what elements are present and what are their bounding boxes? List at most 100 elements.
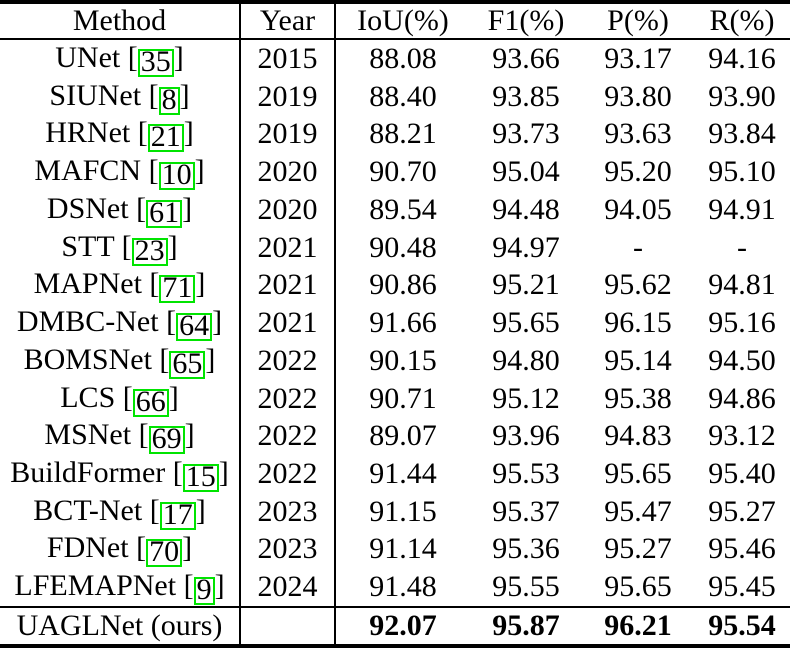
r-cell: 94.16	[708, 41, 776, 75]
iou-cell: 90.70	[369, 155, 437, 189]
p-cell: 95.14	[604, 343, 672, 377]
f1-cell: 95.36	[492, 532, 560, 566]
r-cell: 94.81	[708, 268, 776, 302]
iou-cell: 91.66	[369, 306, 437, 340]
citation-link[interactable]: 23	[131, 235, 168, 266]
table-row: STT [23] 2021 90.48 94.97 - -	[0, 228, 790, 267]
f1-cell: 93.96	[492, 419, 560, 453]
iou-cell: 89.07	[369, 419, 437, 453]
year-cell: 2015	[239, 39, 336, 78]
iou-cell: 91.44	[369, 456, 437, 490]
citation-link[interactable]: 8	[158, 84, 180, 115]
r-cell: 94.50	[708, 343, 776, 377]
f1-cell: 95.21	[492, 268, 560, 302]
p-cell: 93.80	[604, 79, 672, 113]
citation-link[interactable]: 66	[132, 386, 169, 417]
table-row: LFEMAPNet [9] 2024 91.48 95.55 95.65 95.…	[0, 568, 790, 608]
year-cell: 2022	[239, 455, 336, 493]
method-label-close: ]	[183, 116, 194, 150]
iou-cell: 88.08	[369, 41, 437, 75]
table-row: MAPNet [71] 2021 90.86 95.21 95.62 94.81	[0, 266, 790, 305]
method-cell: FDNet [70]	[0, 531, 240, 569]
r-cell: 95.16	[708, 306, 776, 340]
iou-cell: 92.07	[335, 606, 470, 646]
method-cell: UAGLNet (ours)	[0, 606, 240, 646]
citation-link[interactable]: 17	[159, 499, 196, 530]
citation-link[interactable]: 71	[159, 273, 196, 304]
citation-link[interactable]: 65	[169, 348, 206, 379]
iou-cell: 90.86	[369, 268, 437, 302]
year-cell: 2019	[239, 77, 336, 116]
col-header-p: P(%)	[582, 2, 694, 40]
p-cell: 94.83	[604, 419, 672, 453]
f1-cell: 94.97	[492, 230, 560, 264]
method-label-close: ]	[173, 40, 184, 74]
method-label-close: ]	[182, 531, 193, 565]
citation-link[interactable]: 10	[158, 160, 195, 191]
year-cell: 2024	[239, 568, 336, 608]
p-cell: 96.21	[582, 606, 694, 646]
year-cell: 2020	[239, 153, 336, 191]
iou-cell: 90.15	[369, 343, 437, 377]
year-cell: 2022	[239, 341, 336, 380]
year-cell: 2021	[239, 228, 336, 267]
method-cell: BOMSNet [65]	[0, 342, 240, 380]
p-cell: 95.62	[604, 268, 672, 302]
citation-link[interactable]: 69	[148, 424, 185, 455]
iou-cell: 91.48	[369, 570, 437, 604]
method-label: SIUNet [	[49, 78, 159, 112]
citation-link[interactable]: 61	[146, 197, 183, 228]
f1-cell: 93.73	[492, 117, 560, 151]
method-cell: MAFCN [10]	[0, 153, 240, 191]
method-label: UNet [	[55, 40, 138, 74]
p-cell: 93.17	[604, 41, 672, 75]
citation-link[interactable]: 70	[146, 537, 183, 568]
method-cell: DMBC-Net [64]	[0, 304, 240, 342]
table-row: SIUNet [8] 2019 88.40 93.85 93.80 93.90	[0, 77, 790, 116]
iou-cell: 91.14	[369, 532, 437, 566]
r-cell: -	[737, 230, 747, 264]
method-label: LCS [	[60, 380, 133, 414]
citation-link[interactable]: 15	[182, 461, 219, 492]
col-header-method: Method	[0, 2, 240, 40]
table-row: MAFCN [10] 2020 90.70 95.04 95.20 95.10	[0, 153, 790, 191]
col-header-year: Year	[239, 2, 336, 40]
citation-link[interactable]: 9	[193, 575, 215, 606]
f1-cell: 95.12	[492, 381, 560, 415]
f1-cell: 95.04	[492, 155, 560, 189]
f1-cell: 95.55	[492, 570, 560, 604]
citation-link[interactable]: 35	[137, 46, 174, 77]
method-label-close: ]	[195, 267, 206, 301]
method-cell: LFEMAPNet [9]	[0, 568, 240, 607]
r-cell: 95.10	[708, 155, 776, 189]
method-cell: STT [23]	[0, 229, 240, 267]
method-label-close: ]	[195, 493, 206, 527]
method-label: DMBC-Net [	[16, 305, 177, 339]
method-label: BuildFormer [	[10, 455, 183, 489]
method-label-close: ]	[167, 229, 178, 263]
p-cell: 94.05	[604, 192, 672, 226]
p-cell: 95.65	[604, 456, 672, 490]
method-label: FDNet [	[46, 531, 147, 565]
year-cell: 2021	[239, 304, 336, 342]
f1-cell: 95.87	[470, 606, 582, 646]
iou-cell: 91.15	[369, 494, 437, 528]
p-cell: -	[633, 230, 643, 264]
r-cell: 95.46	[708, 532, 776, 566]
method-cell: BuildFormer [15]	[0, 455, 240, 493]
method-cell: HRNet [21]	[0, 116, 240, 154]
citation-link[interactable]: 21	[147, 122, 184, 153]
method-label: BOMSNet [	[23, 342, 170, 376]
citation-link[interactable]: 64	[176, 311, 213, 342]
method-cell: MAPNet [71]	[0, 266, 240, 304]
table-row: LCS [66] 2022 90.71 95.12 95.38 94.86	[0, 379, 790, 418]
method-label: DSNet [	[46, 191, 147, 225]
table-row: DSNet [61] 2020 89.54 94.48 94.05 94.91	[0, 190, 790, 229]
year-cell: 2023	[239, 492, 336, 531]
f1-cell: 93.66	[492, 41, 560, 75]
method-cell: DSNet [61]	[0, 191, 240, 229]
year-cell: 2022	[239, 417, 336, 456]
method-cell: MSNet [69]	[0, 417, 240, 455]
f1-cell: 95.37	[492, 494, 560, 528]
